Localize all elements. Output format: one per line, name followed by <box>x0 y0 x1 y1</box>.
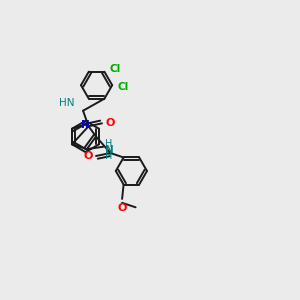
Text: H: H <box>105 151 112 161</box>
Text: O: O <box>117 203 127 213</box>
Text: H: H <box>105 139 112 149</box>
Text: N: N <box>81 120 90 130</box>
Text: O: O <box>106 118 115 128</box>
Text: Cl: Cl <box>118 82 129 92</box>
Text: Cl: Cl <box>110 64 121 74</box>
Text: HN: HN <box>59 98 75 108</box>
Text: N: N <box>105 145 114 155</box>
Text: O: O <box>83 151 92 161</box>
